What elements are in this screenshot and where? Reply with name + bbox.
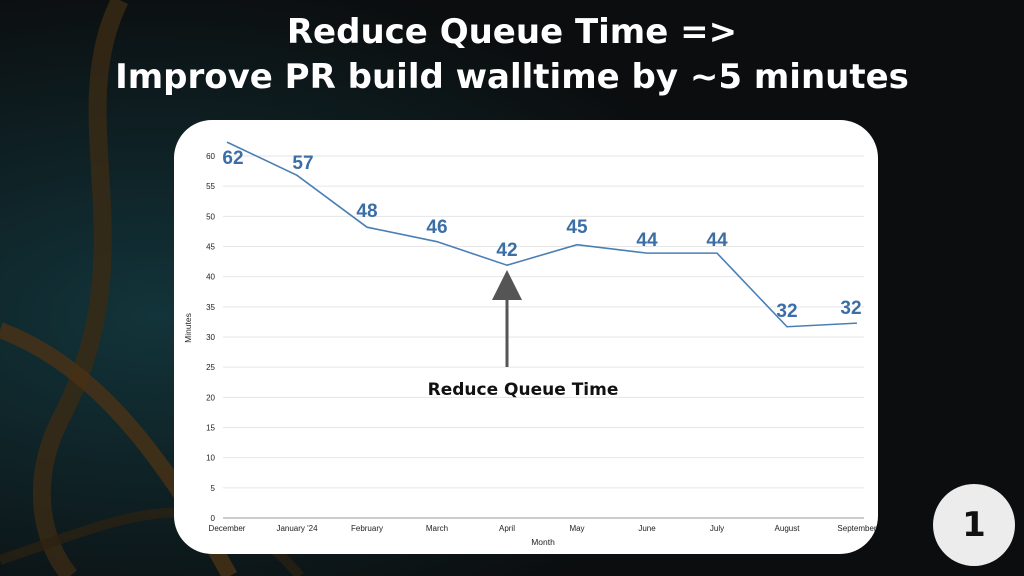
title-line-1: Reduce Queue Time => [286,12,738,52]
y-tick-label: 55 [206,182,215,191]
y-tick-label: 45 [206,243,215,252]
y-tick-label: 10 [206,454,215,463]
grid-lines [223,155,864,519]
data-label: 45 [566,217,588,238]
slide-title: Reduce Queue Time => Improve PR build wa… [0,10,1024,100]
title-line-2: Improve PR build walltime by ~5 minutes [115,57,909,97]
data-label: 48 [356,201,377,222]
x-tick-label: July [710,524,724,533]
x-tick-label: March [426,524,448,533]
y-tick-label: 5 [211,484,216,493]
y-tick-label: 35 [206,303,215,312]
annotation-label: Reduce Queue Time [427,380,619,400]
y-tick-label: 15 [206,424,215,433]
data-label: 32 [840,298,861,319]
series-line-path [226,141,858,328]
data-label: 57 [292,153,313,174]
y-tick-label: 25 [206,363,215,372]
x-tick-label: December [209,524,246,533]
y-tick-label: 60 [206,152,215,161]
y-tick-label: 40 [206,273,215,282]
x-tick-label: April [499,524,515,533]
data-label: 44 [706,230,728,251]
data-labels: 62 57 48 46 42 45 44 44 32 32 [222,148,861,322]
series-line [226,141,858,328]
x-tick-label: January '24 [276,524,318,533]
chart-card: 0 5 10 15 20 25 30 35 40 45 50 55 60 December January… [174,120,878,554]
data-label: 62 [222,148,243,169]
y-axis-ticks: 0 5 10 15 20 25 30 35 40 45 50 55 60 [206,152,215,523]
data-label: 46 [426,217,447,238]
x-axis-ticks: December January '24 February March April May… [209,524,877,533]
x-tick-label: February [351,524,383,533]
data-label: 44 [636,230,658,251]
y-axis-label: Minutes [183,313,193,343]
x-tick-label: June [638,524,656,533]
y-tick-label: 0 [211,514,216,523]
x-axis-label: Month [531,537,555,547]
y-tick-label: 50 [206,212,215,221]
y-tick-label: 30 [206,333,215,342]
x-tick-label: May [569,524,584,533]
x-tick-label: August [775,524,801,533]
data-label: 42 [496,240,517,261]
page-number-badge: 1 [933,484,1015,566]
data-label: 32 [776,301,797,322]
x-tick-label: September [837,524,876,533]
line-chart: 0 5 10 15 20 25 30 35 40 45 50 55 60 December January… [183,141,877,547]
y-tick-label: 20 [206,393,215,402]
